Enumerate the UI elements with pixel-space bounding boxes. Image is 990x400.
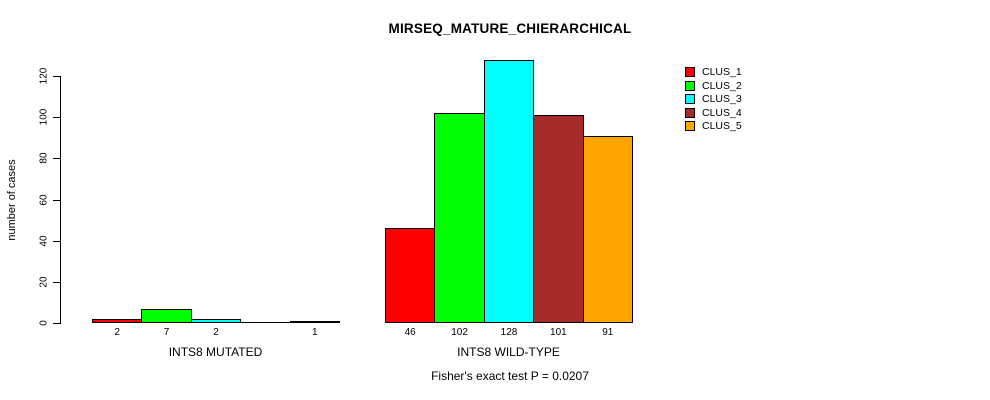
legend-swatch-clus_3	[685, 94, 695, 104]
bar-clus_1	[92, 318, 143, 323]
y-tick-label: 120	[38, 67, 50, 85]
bar-clus_2	[141, 308, 192, 323]
y-axis-line	[60, 76, 61, 324]
bar-value-label: 101	[550, 327, 567, 338]
y-tick-label: 0	[38, 320, 50, 326]
y-tick-label: 60	[38, 193, 50, 206]
y-tick	[53, 240, 60, 242]
bar-value-label: 46	[404, 327, 416, 338]
group-label: INTS8 MUTATED	[168, 345, 263, 359]
bar-value-label: 7	[163, 327, 170, 338]
y-tick	[53, 117, 60, 119]
y-tick-label: 40	[38, 235, 50, 247]
legend-label: CLUS_4	[702, 106, 742, 119]
bar-clus_2	[434, 113, 485, 323]
y-tick	[53, 323, 60, 324]
bar-value-label: 91	[602, 327, 614, 338]
legend-swatch-clus_2	[685, 80, 695, 91]
bar-clus_4	[533, 115, 584, 323]
bar-value-label: 2	[114, 327, 120, 338]
legend-swatch-clus_1	[685, 67, 695, 77]
y-tick-label: 100	[38, 108, 50, 126]
legend-label: CLUS_3	[702, 93, 742, 105]
bar-clus_1	[385, 228, 436, 323]
bar-clus_3	[483, 59, 535, 323]
y-tick	[53, 76, 60, 77]
bar-clus_3	[190, 318, 242, 323]
y-tick	[53, 199, 60, 201]
y-tick-label: 20	[38, 276, 50, 288]
chart-title: MIRSEQ_MATURE_CHIERARCHICAL	[388, 21, 632, 36]
bar-value-label: 2	[213, 327, 219, 338]
bar-value-label: 102	[451, 327, 468, 338]
y-axis-label: number of cases	[6, 159, 18, 241]
annotation-text: Fisher's exact test P = 0.0207	[431, 369, 589, 383]
bar-clus_5	[582, 135, 633, 323]
bar-value-label: 1	[312, 327, 318, 338]
legend-label: CLUS_5	[702, 120, 742, 132]
bar-clus_4	[240, 322, 291, 323]
y-tick	[53, 158, 60, 160]
legend-label: CLUS_2	[702, 79, 742, 92]
bar-value-label: 128	[500, 327, 518, 338]
bar-clus_5	[289, 320, 340, 323]
legend-swatch-clus_4	[685, 107, 695, 118]
y-tick-label: 80	[38, 152, 50, 164]
legend-label: CLUS_1	[702, 66, 742, 78]
legend-swatch-clus_5	[685, 121, 695, 131]
group-label: INTS8 WILD-TYPE	[457, 345, 560, 359]
y-tick	[53, 281, 60, 283]
